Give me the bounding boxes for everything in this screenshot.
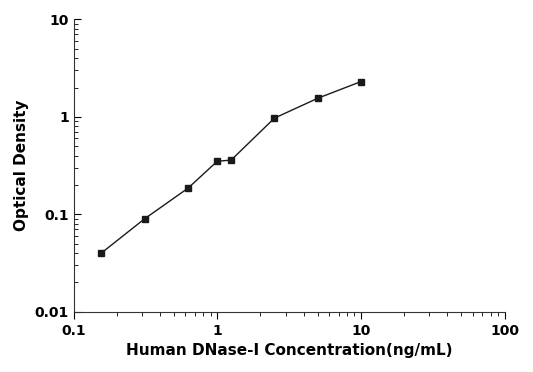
Y-axis label: Optical Density: Optical Density — [14, 100, 29, 231]
X-axis label: Human DNase-I Concentration(ng/mL): Human DNase-I Concentration(ng/mL) — [126, 343, 453, 358]
